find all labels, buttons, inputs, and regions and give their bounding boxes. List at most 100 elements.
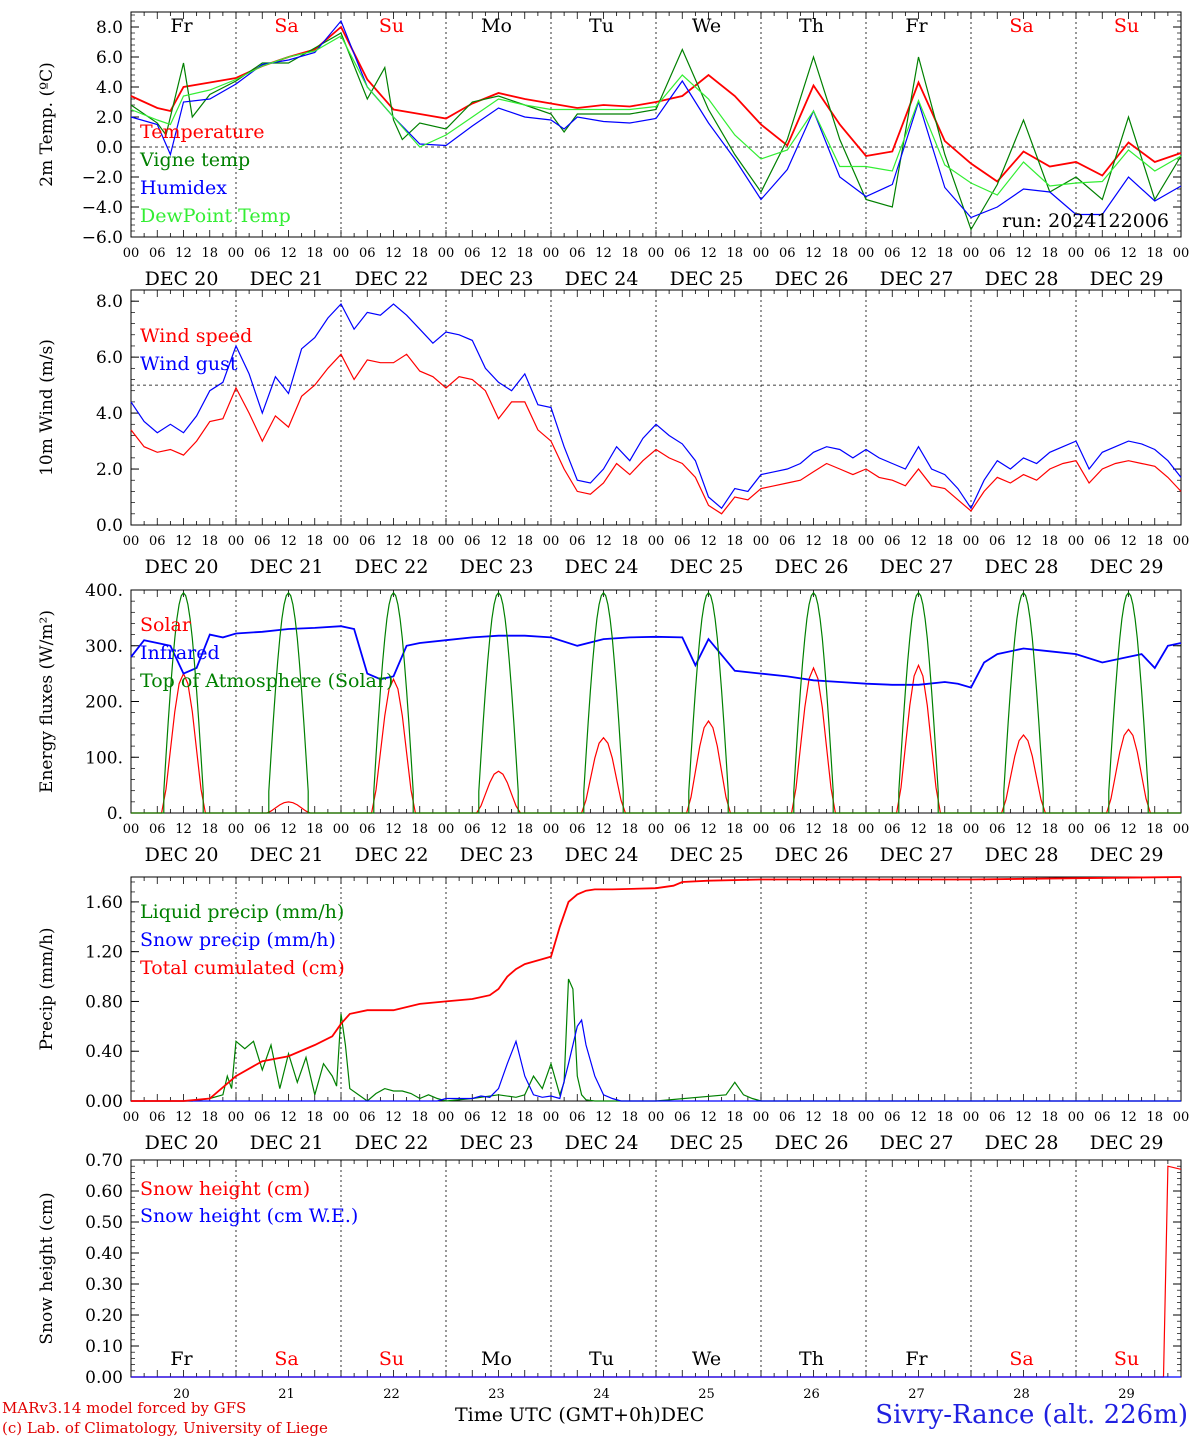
hour-tick-label: 06: [254, 822, 271, 837]
hour-tick-label: 18: [831, 1110, 848, 1125]
hour-tick-label: 12: [1120, 534, 1137, 549]
hour-tick-label: 12: [280, 534, 297, 549]
hour-tick-label: 06: [674, 246, 691, 261]
hour-tick-label: 06: [1094, 534, 1111, 549]
hour-tick-label: 00: [123, 822, 140, 837]
date-label: DEC 28: [985, 1132, 1059, 1154]
hour-tick-label: 06: [674, 822, 691, 837]
legend-entry: Liquid precip (mm/h): [140, 901, 344, 923]
hour-tick-label: 00: [1173, 822, 1190, 837]
hour-tick-label: 00: [1173, 534, 1190, 549]
hour-tick-label: 00: [228, 1110, 245, 1125]
hour-tick-label: 18: [201, 822, 218, 837]
hour-tick-label: 00: [753, 822, 770, 837]
hour-tick-label: 00: [858, 534, 875, 549]
date-label: DEC 29: [1090, 1132, 1164, 1154]
hour-tick-label: 06: [884, 534, 901, 549]
time-axis-label: Time UTC (GMT+0h)DEC: [455, 1404, 704, 1426]
hour-tick-label: 00: [438, 1110, 455, 1125]
weekday-label: Fr: [905, 1348, 928, 1370]
hour-tick-label: 00: [753, 1110, 770, 1125]
hour-tick-label: 18: [726, 246, 743, 261]
weekday-label: Mo: [481, 1348, 512, 1370]
series-line-humidex: [130, 19, 1182, 219]
hour-tick-label: 18: [726, 822, 743, 837]
hour-tick-label: 06: [569, 1110, 586, 1125]
hour-tick-label: 00: [963, 246, 980, 261]
hour-tick-label: 12: [175, 246, 192, 261]
day-number-label: 26: [803, 1387, 820, 1402]
hour-tick-label: 12: [910, 246, 927, 261]
weekday-label: We: [692, 15, 721, 37]
day-number-label: 20: [173, 1387, 190, 1402]
series-line-vigne-temp: [130, 32, 1182, 231]
hour-tick-label: 00: [1173, 246, 1190, 261]
weekday-label: Fr: [170, 15, 193, 37]
hour-tick-label: 00: [543, 534, 560, 549]
weekday-label: Tu: [589, 1348, 614, 1370]
hour-tick-label: 18: [201, 534, 218, 549]
hour-tick-label: 18: [1041, 246, 1058, 261]
legend-entry: Total cumulated (cm): [140, 957, 345, 979]
hour-tick-label: 12: [595, 246, 612, 261]
hour-tick-label: 06: [674, 534, 691, 549]
hour-tick-label: 18: [621, 246, 638, 261]
date-label: DEC 20: [145, 844, 219, 866]
date-label: DEC 26: [775, 556, 849, 578]
hour-tick-label: 00: [438, 246, 455, 261]
weekday-label: Sa: [1009, 1348, 1033, 1370]
y-tick-label: 0.00: [85, 1092, 123, 1112]
day-number-label: 23: [488, 1387, 505, 1402]
hour-tick-label: 06: [254, 1110, 271, 1125]
hour-tick-label: 12: [490, 534, 507, 549]
legend-entry: Wind gust: [140, 353, 238, 375]
hour-tick-label: 18: [621, 534, 638, 549]
y-axis-label: Precip (mm/h): [37, 927, 57, 1050]
hour-tick-label: 00: [1068, 246, 1085, 261]
hour-tick-label: 18: [516, 246, 533, 261]
station-name: Sivry-Rance (alt. 226m): [875, 1400, 1188, 1430]
hour-tick-label: 06: [674, 1110, 691, 1125]
date-label: DEC 27: [880, 1132, 954, 1154]
weekday-label: Su: [1114, 1348, 1139, 1370]
panel-snow: 0.70 0.60 0.50 0.40 0.30 0.20 0.10 0.00 Snow hei…: [37, 1151, 1182, 1402]
hour-tick-label: 06: [149, 822, 166, 837]
hour-tick-label: 18: [726, 534, 743, 549]
weekday-label: Th: [799, 1348, 824, 1370]
date-label: DEC 26: [775, 844, 849, 866]
hour-tick-label: 00: [228, 534, 245, 549]
hour-tick-label: 06: [359, 246, 376, 261]
hour-tick-label: 00: [543, 822, 560, 837]
y-tick-label: 1.60: [85, 893, 123, 913]
hour-tick-label: 00: [228, 246, 245, 261]
hour-tick-label: 00: [963, 1110, 980, 1125]
y-tick-label: 0.70: [85, 1151, 123, 1171]
weekday-label: Sa: [1009, 15, 1033, 37]
date-label: DEC 22: [355, 268, 429, 290]
hour-tick-label: 06: [989, 1110, 1006, 1125]
y-tick-label: 1.20: [85, 943, 123, 963]
hour-tick-label: 06: [359, 822, 376, 837]
legend-entry: Vigne temp: [139, 149, 250, 171]
hour-tick-label: 00: [333, 1110, 350, 1125]
hour-tick-label: 18: [411, 246, 428, 261]
time-axis-unit: DEC: [660, 1404, 705, 1426]
y-axis-label: 2m Temp. (ºC): [37, 62, 57, 187]
date-label: DEC 21: [250, 268, 324, 290]
y-tick-label: 0.20: [85, 1306, 123, 1326]
hour-tick-label: 18: [1041, 822, 1058, 837]
hour-tick-label: 00: [963, 534, 980, 549]
date-label: DEC 20: [145, 1132, 219, 1154]
hour-tick-label: 12: [805, 246, 822, 261]
y-tick-label: 2.0: [96, 460, 123, 480]
date-label: DEC 28: [985, 268, 1059, 290]
day-number-label: 22: [383, 1387, 400, 1402]
date-label: DEC 23: [460, 268, 534, 290]
hour-tick-label: 00: [228, 822, 245, 837]
hour-tick-label: 00: [858, 246, 875, 261]
y-tick-label: 8.0: [96, 292, 123, 312]
day-number-label: 29: [1118, 1387, 1135, 1402]
series-line-wind-gust: [130, 302, 1182, 510]
date-label: DEC 28: [985, 844, 1059, 866]
hour-tick-label: 00: [123, 534, 140, 549]
